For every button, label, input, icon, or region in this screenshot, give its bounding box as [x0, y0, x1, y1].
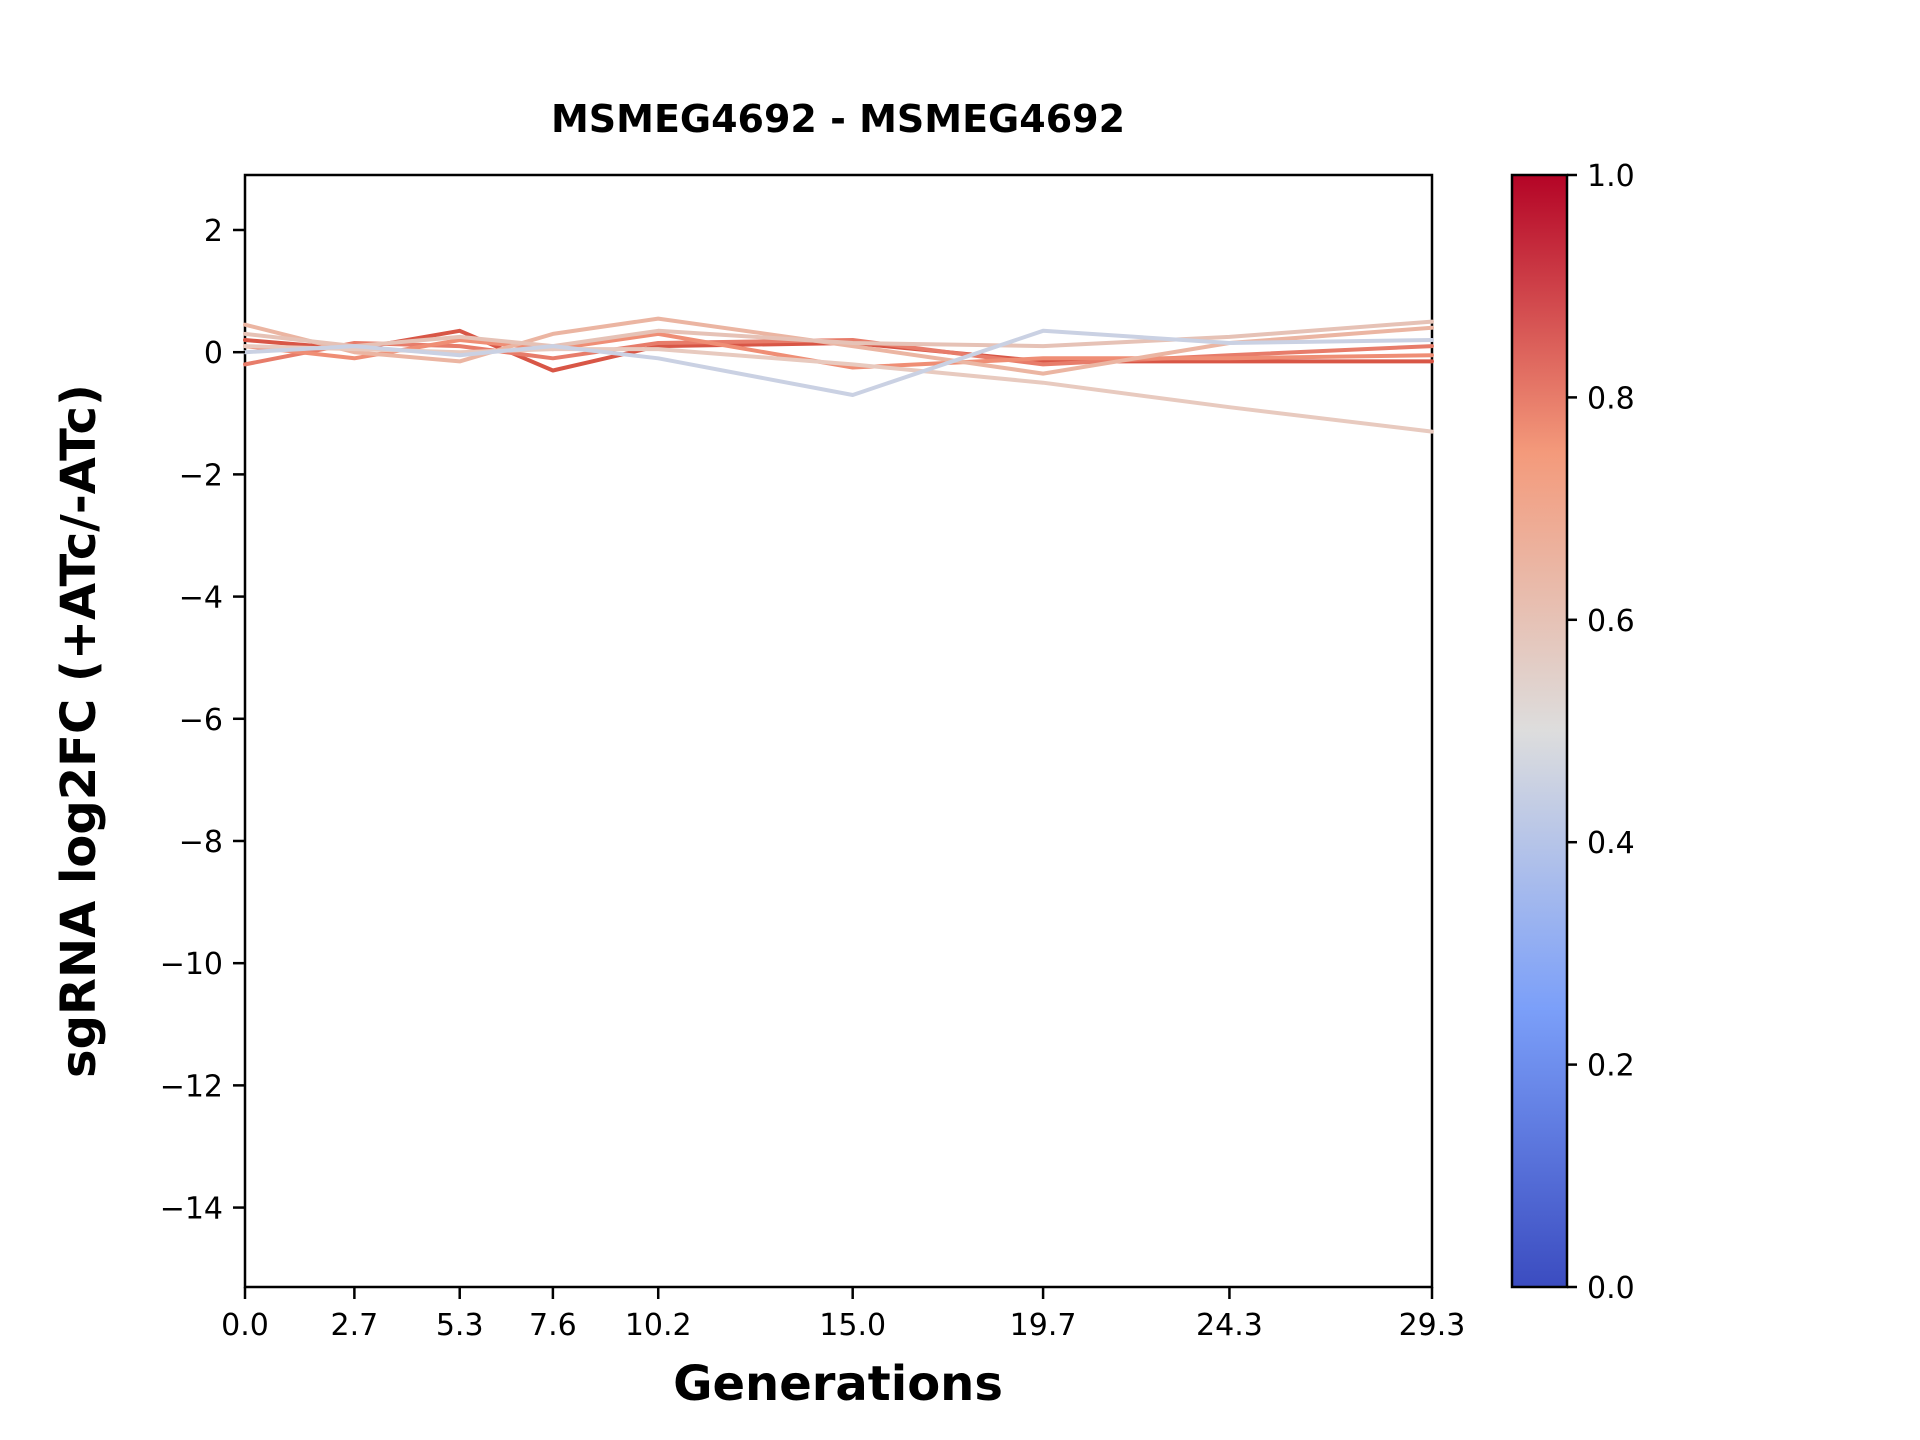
x-tick-label: 19.7 [1010, 1308, 1077, 1343]
colorbar-tick-label: 1.0 [1587, 159, 1635, 194]
y-tick-label: 0 [204, 336, 223, 371]
series-line-series-7 [243, 328, 1434, 397]
x-tick-label: 10.2 [625, 1308, 692, 1343]
colorbar-border [1510, 173, 1569, 1289]
x-axis-label: Generations [673, 1356, 1003, 1412]
x-tick-label: 15.0 [819, 1308, 886, 1343]
colorbar-tick-label: 0.6 [1587, 604, 1635, 639]
y-tick-label: −10 [160, 947, 223, 982]
colorbar-tick-label: 0.4 [1587, 826, 1635, 861]
series-lines [243, 316, 1434, 434]
x-tick-label: 5.3 [436, 1308, 484, 1343]
series-line-series-3 [243, 331, 1434, 370]
x-tick-label: 29.3 [1399, 1308, 1466, 1343]
colorbar-tick-label: 0.2 [1587, 1049, 1635, 1084]
x-tick-label: 0.0 [221, 1308, 269, 1343]
colorbar-tick-label: 0.8 [1587, 381, 1635, 416]
y-tick-label: −8 [179, 825, 223, 860]
y-tick-label: −14 [160, 1192, 223, 1227]
y-axis-label: sgRNA log2FC (+ATc/-ATc) [51, 384, 107, 1078]
colorbar: 1.0 0.8 0.6 0.4 0.2 0.0 [1510, 159, 1635, 1306]
chart-title: MSMEG4692 - MSMEG4692 [551, 97, 1125, 141]
axes: 0.0 2.7 5.3 7.6 10.2 15.0 19.7 24.3 29.3 2 0 −2 −4 −6… [160, 214, 1466, 1343]
x-tick-label: 7.6 [529, 1308, 577, 1343]
y-tick-label: −2 [179, 458, 223, 493]
colorbar-gradient [1512, 175, 1567, 1287]
series-line-series-4 [243, 316, 1434, 376]
y-tick-label: −4 [179, 581, 223, 616]
colorbar-tick-label: 0.0 [1587, 1271, 1635, 1306]
y-tick-label: 2 [204, 214, 223, 249]
y-tick-label: −6 [179, 703, 223, 738]
y-tick-label: −12 [160, 1069, 223, 1104]
x-tick-label: 24.3 [1196, 1308, 1263, 1343]
x-tick-label: 2.7 [331, 1308, 379, 1343]
